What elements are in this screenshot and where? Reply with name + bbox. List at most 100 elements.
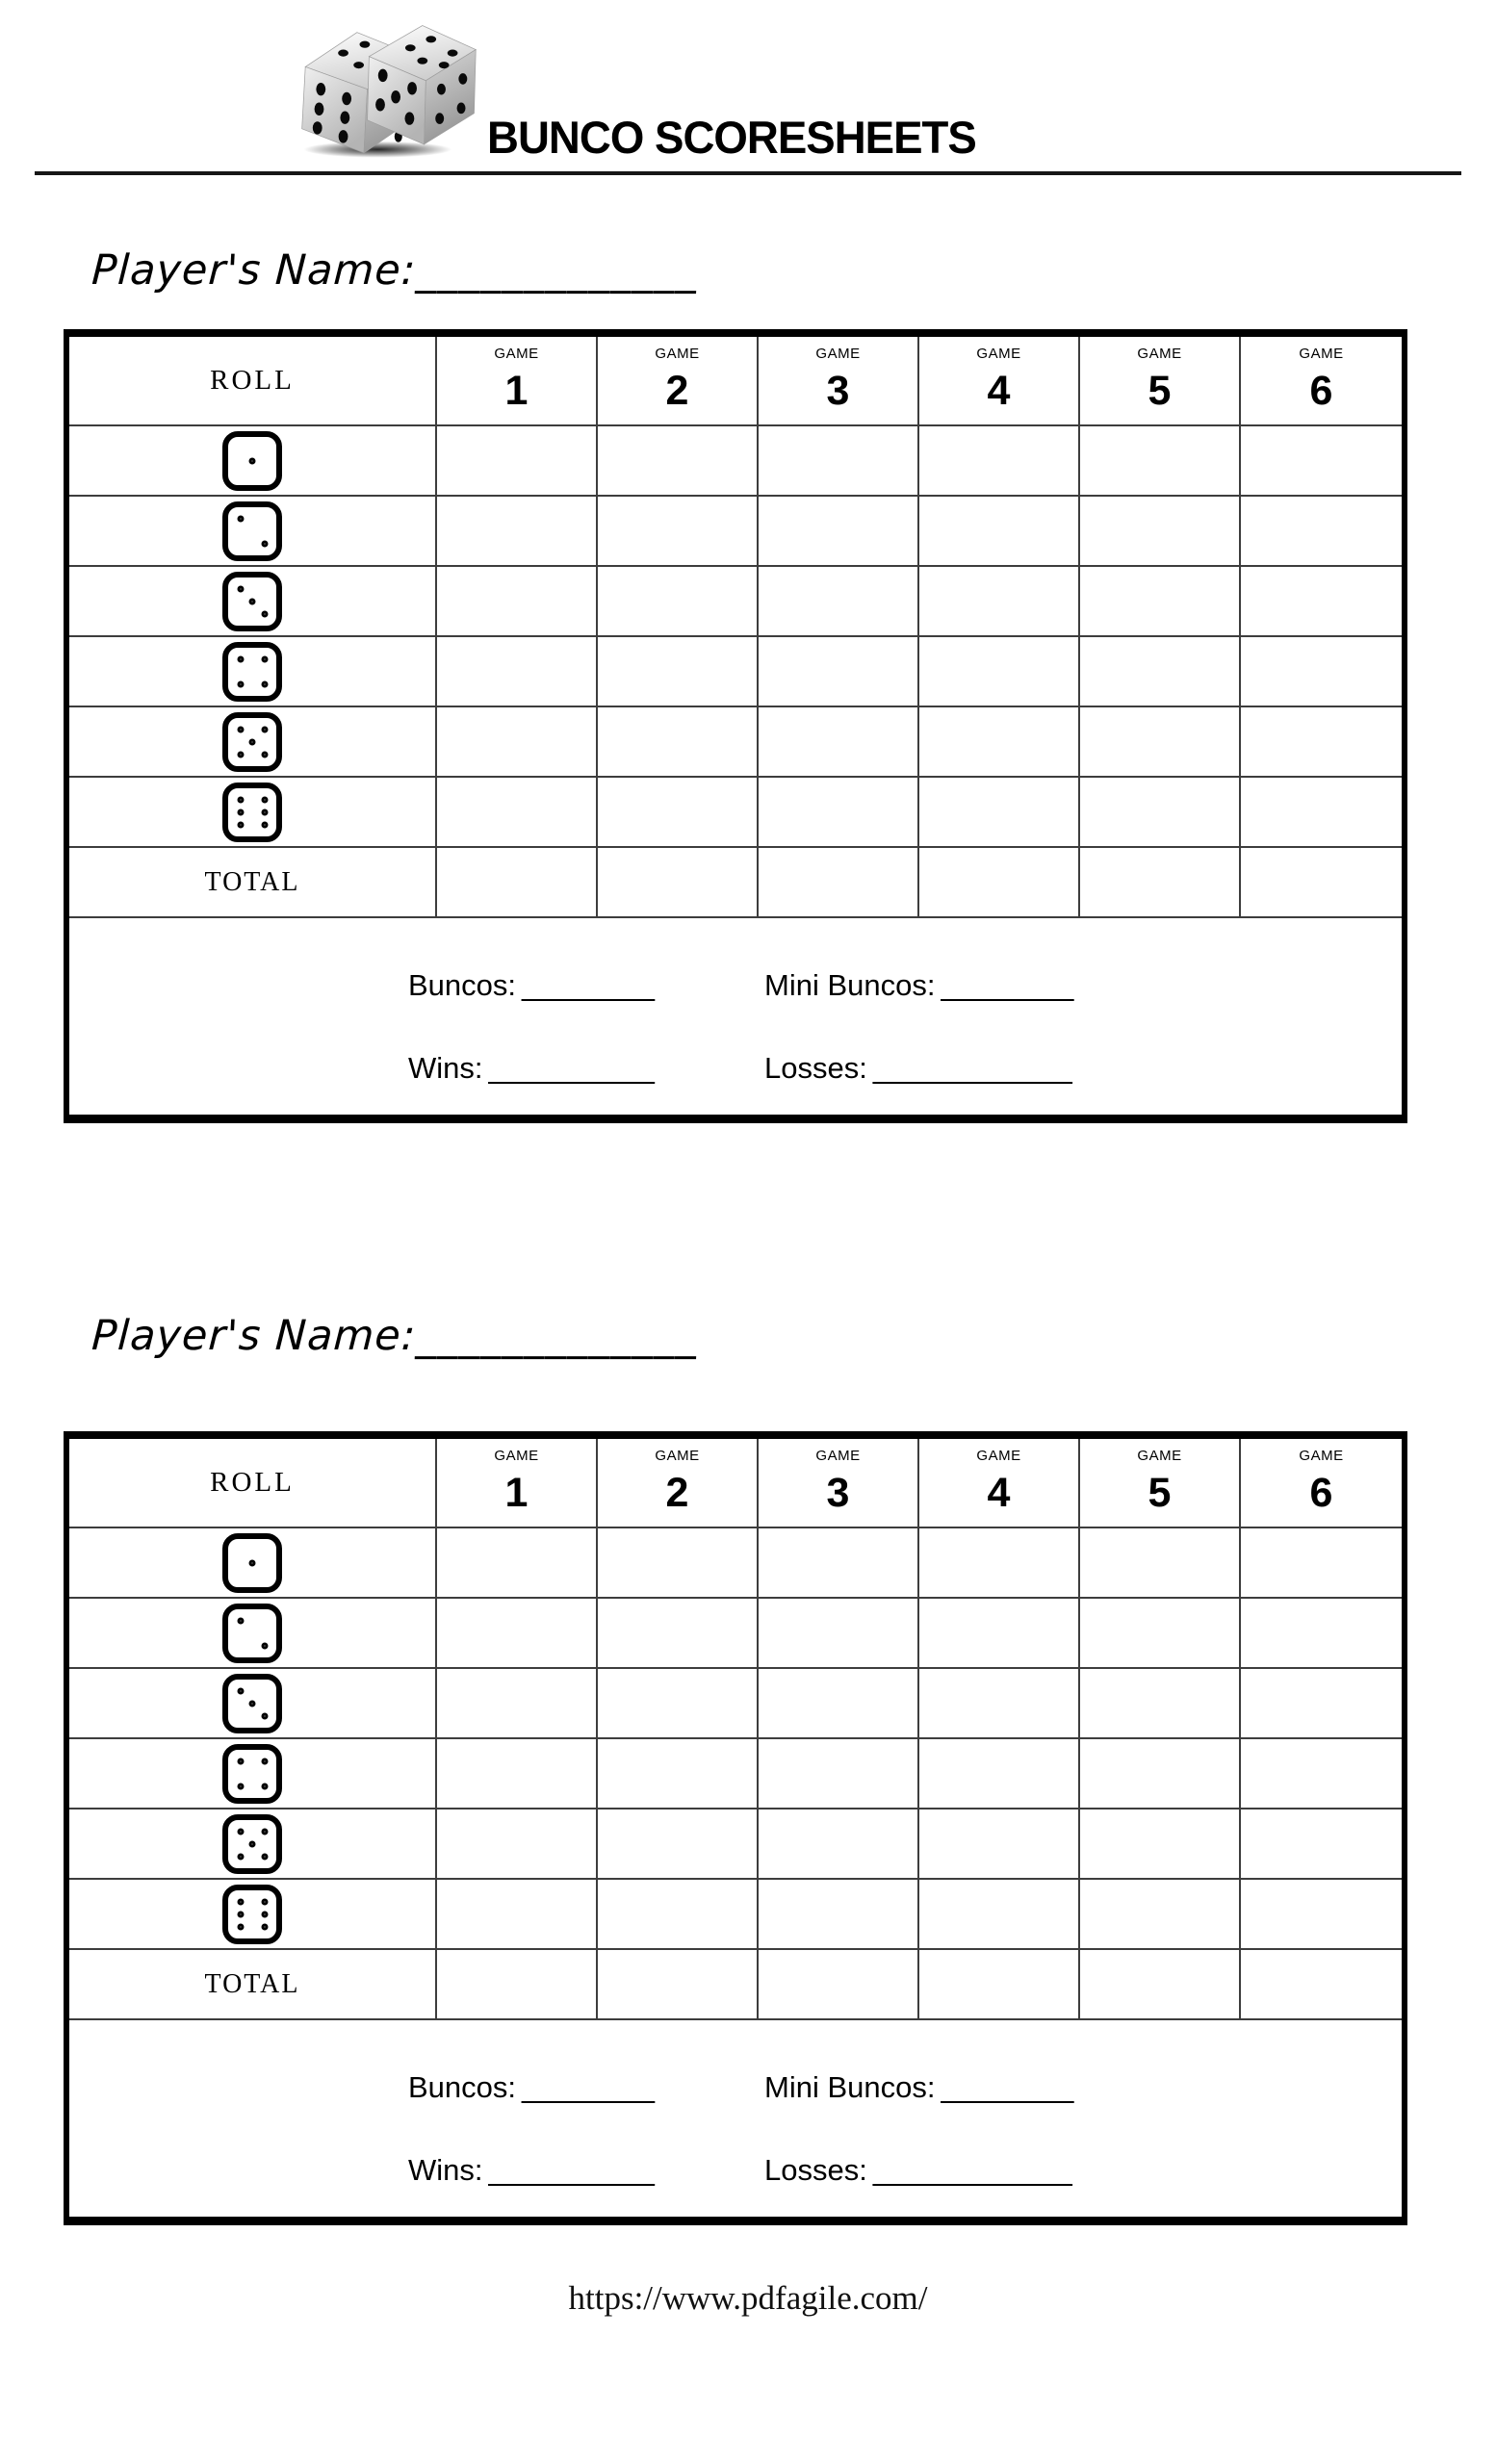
die-pip bbox=[261, 1853, 268, 1860]
game-4-header: GAME 4 bbox=[919, 337, 1080, 426]
game-number: 1 bbox=[504, 368, 529, 414]
game-2-header: GAME 2 bbox=[598, 337, 759, 426]
score-cell bbox=[598, 567, 759, 637]
score-cell bbox=[437, 567, 598, 637]
die-6-icon bbox=[222, 782, 282, 842]
game-1-header: GAME 1 bbox=[437, 1439, 598, 1528]
score-cell bbox=[919, 426, 1080, 497]
die-pip bbox=[237, 751, 244, 757]
game-6-header: GAME 6 bbox=[1241, 337, 1402, 426]
die-pip bbox=[261, 540, 268, 547]
game-3-header: GAME 3 bbox=[759, 1439, 919, 1528]
score-grid: ROLL GAME 1 GAME 2 GAME 3 GAME 4 GAME 5 GAME 6 bbox=[69, 1439, 1402, 2020]
mini-buncos-blank: ________ bbox=[941, 968, 1074, 1002]
die-row-1 bbox=[69, 1528, 437, 1599]
die-pip bbox=[261, 680, 268, 687]
score-cell bbox=[598, 778, 759, 848]
wins-label: Wins: bbox=[408, 2153, 483, 2187]
game-number: 4 bbox=[987, 368, 1011, 414]
wins-stat: Wins: __________ bbox=[408, 2153, 764, 2217]
die-pip bbox=[261, 821, 268, 828]
game-5-header: GAME 5 bbox=[1080, 337, 1241, 426]
score-cell bbox=[759, 637, 919, 707]
score-cell bbox=[759, 778, 919, 848]
score-cell bbox=[1241, 778, 1402, 848]
losses-blank: ____________ bbox=[872, 2153, 1072, 2187]
score-cell bbox=[759, 1810, 919, 1880]
score-cell bbox=[919, 637, 1080, 707]
wins-label: Wins: bbox=[408, 1051, 483, 1085]
die-3-icon bbox=[222, 571, 282, 631]
score-cell bbox=[1080, 1739, 1241, 1810]
score-cell bbox=[759, 1739, 919, 1810]
die-pip bbox=[237, 1898, 244, 1905]
die-pip bbox=[261, 655, 268, 662]
score-cell bbox=[759, 497, 919, 567]
score-cell bbox=[1241, 1739, 1402, 1810]
score-cell bbox=[598, 637, 759, 707]
game-3-header: GAME 3 bbox=[759, 337, 919, 426]
score-cell bbox=[1241, 426, 1402, 497]
die-pip bbox=[237, 655, 244, 662]
die-pip bbox=[261, 1712, 268, 1719]
score-cell bbox=[919, 497, 1080, 567]
score-cell bbox=[598, 1810, 759, 1880]
page-title: BUNCO SCORESHEETS bbox=[487, 112, 977, 163]
score-cell bbox=[437, 497, 598, 567]
game-label: GAME bbox=[494, 1448, 539, 1464]
die-row-3 bbox=[69, 567, 437, 637]
score-cell bbox=[437, 1880, 598, 1950]
total-cell-empty bbox=[1080, 848, 1241, 918]
total-cell-empty bbox=[1241, 1950, 1402, 2020]
die-6-icon bbox=[222, 1884, 282, 1944]
score-cell bbox=[437, 426, 598, 497]
game-1-header: GAME 1 bbox=[437, 337, 598, 426]
losses-label: Losses: bbox=[764, 2153, 867, 2187]
score-cell bbox=[437, 637, 598, 707]
buncos-blank: ________ bbox=[522, 968, 655, 1002]
die-2-icon bbox=[222, 500, 282, 561]
score-cell bbox=[919, 1739, 1080, 1810]
die-pip bbox=[261, 610, 268, 617]
score-cell bbox=[919, 1669, 1080, 1739]
losses-stat: Losses: ____________ bbox=[764, 2153, 1207, 2217]
score-cell bbox=[598, 1739, 759, 1810]
player-name-label: Player's Name: bbox=[90, 246, 418, 295]
score-cell bbox=[759, 1599, 919, 1669]
die-pip bbox=[248, 1559, 256, 1566]
stats-section: Buncos: ________ Mini Buncos: ________ Win… bbox=[69, 918, 1402, 1115]
die-pip bbox=[261, 1758, 268, 1764]
die-pip bbox=[237, 796, 244, 803]
die-5-icon bbox=[222, 711, 282, 772]
game-number: 6 bbox=[1309, 368, 1333, 414]
game-number: 1 bbox=[504, 1470, 529, 1516]
die-pip bbox=[237, 1758, 244, 1764]
score-cell bbox=[1080, 1599, 1241, 1669]
mini-buncos-blank: ________ bbox=[941, 2070, 1074, 2104]
score-cell bbox=[919, 778, 1080, 848]
score-cell bbox=[1080, 567, 1241, 637]
die-1-icon bbox=[222, 430, 282, 491]
score-cell bbox=[759, 426, 919, 497]
die-pip bbox=[261, 1898, 268, 1905]
footer-url-link[interactable]: https://www.pdfagile.com/ bbox=[568, 2279, 928, 2317]
die-pip bbox=[261, 726, 268, 732]
die-4-icon bbox=[222, 1743, 282, 1804]
die-pip bbox=[248, 738, 256, 745]
total-cell-empty bbox=[1080, 1950, 1241, 2020]
die-row-2 bbox=[69, 1599, 437, 1669]
scoresheet-1: Player's Name:_____________ ROLL GAME 1 G… bbox=[0, 246, 1496, 1123]
die-pip bbox=[237, 1911, 244, 1917]
score-cell bbox=[598, 1669, 759, 1739]
total-cell-empty bbox=[919, 1950, 1080, 2020]
total-label: TOTAL bbox=[69, 848, 437, 918]
score-cell bbox=[1241, 497, 1402, 567]
buncos-label: Buncos: bbox=[408, 2070, 517, 2104]
total-label: TOTAL bbox=[69, 1950, 437, 2020]
die-pip bbox=[261, 1923, 268, 1930]
total-cell-empty bbox=[598, 848, 759, 918]
score-cell bbox=[437, 1669, 598, 1739]
wins-blank: __________ bbox=[488, 1051, 655, 1085]
player-name-line: Player's Name:_____________ bbox=[90, 246, 1496, 295]
total-cell-empty bbox=[1241, 848, 1402, 918]
